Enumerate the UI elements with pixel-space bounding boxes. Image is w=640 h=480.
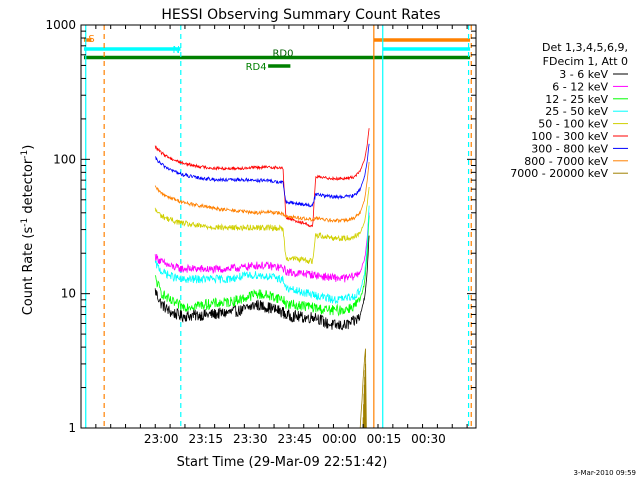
flag-s-label: S <box>88 34 94 45</box>
flag-rd4-label: RD4 <box>246 62 267 73</box>
y-label-end: ) <box>21 145 36 150</box>
x-tick-label: 23:00 <box>144 432 179 446</box>
flag-n-label: N <box>172 45 179 56</box>
legend-label: 300 - 800 keV <box>531 142 608 155</box>
flag-rd0-label: RD0 <box>272 49 293 60</box>
x-axis-label: Start Time (29-Mar-09 22:51:42) <box>177 455 388 470</box>
y-tick-label: 1 <box>68 421 76 435</box>
y-label-sup1: -1 <box>20 218 30 227</box>
legend-label: 50 - 100 keV <box>538 118 608 131</box>
observing-flags: S N RD0 RD4 <box>83 34 471 73</box>
x-tick-label: 23:15 <box>188 432 223 446</box>
y-tick-label: 10 <box>61 287 76 301</box>
legend-label: 100 - 300 keV <box>531 130 608 143</box>
series-line-2 <box>154 215 370 317</box>
plot-frame <box>80 24 477 429</box>
series-lines <box>154 128 370 428</box>
legend: Det 1,3,4,5,6,9,FDecim 1, Att 03 - 6 keV… <box>510 41 628 180</box>
x-tick-label: 23:45 <box>278 432 313 446</box>
y-tick-label: 1000 <box>45 18 76 32</box>
series-line-7 <box>154 162 370 224</box>
series-line-5 <box>154 128 370 228</box>
series-line-6 <box>154 143 370 208</box>
axes: 23:00 23:15 23:30 23:45 00:00 00:15 00:30 1 10 10… <box>45 18 477 446</box>
date-stamp: 3-Mar-2010 09:59 <box>574 469 636 477</box>
series-line-8 <box>359 348 367 428</box>
y-label-sup2: -1 <box>20 150 30 159</box>
legend-header: Det 1,3,4,5,6,9, <box>542 41 628 54</box>
y-axis-label: Count Rate (s-1 detector-1) <box>20 145 36 316</box>
series-line-0 <box>154 235 370 331</box>
series-line-1 <box>154 212 370 283</box>
series-line-4 <box>154 186 370 265</box>
x-tick-label: 23:30 <box>233 432 268 446</box>
y-label-main: Count Rate (s <box>21 227 36 316</box>
legend-label: 3 - 6 keV <box>559 68 608 81</box>
x-tick-label: 00:15 <box>367 432 402 446</box>
y-label-mid: detector <box>21 158 36 218</box>
x-tick-label: 00:00 <box>322 432 357 446</box>
vertical-markers <box>85 25 472 428</box>
series-line-3 <box>154 205 370 305</box>
chart-title: HESSI Observing Summary Count Rates <box>161 7 440 23</box>
x-tick-label: 00:30 <box>411 432 446 446</box>
y-tick-label: 100 <box>53 152 76 166</box>
legend-label: 6 - 12 keV <box>552 80 608 93</box>
legend-label: 12 - 25 keV <box>545 93 608 106</box>
legend-label: 25 - 50 keV <box>545 105 608 118</box>
legend-header: FDecim 1, Att 0 <box>543 55 628 68</box>
legend-label: 800 - 7000 keV <box>524 155 608 168</box>
legend-label: 7000 - 20000 keV <box>510 167 608 180</box>
